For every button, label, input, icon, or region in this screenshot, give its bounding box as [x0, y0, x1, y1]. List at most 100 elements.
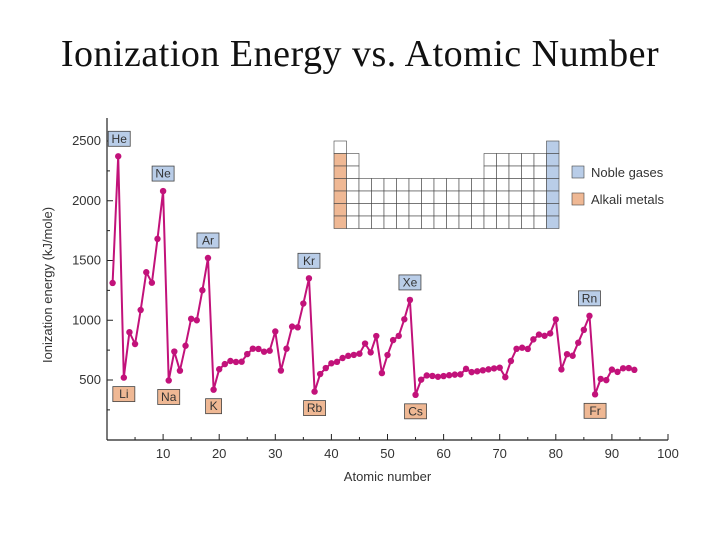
table-cell [371, 178, 385, 192]
data-point [580, 326, 588, 334]
table-cell [483, 215, 497, 229]
data-point [300, 300, 307, 307]
data-point [210, 386, 217, 393]
data-point [569, 352, 576, 359]
data-point [154, 235, 161, 243]
data-point [182, 342, 189, 349]
data-point [148, 279, 156, 286]
y-tick-label: 1500 [72, 253, 101, 268]
table-cell [333, 178, 347, 192]
table-cell [421, 203, 435, 217]
table-cell [446, 215, 460, 229]
data-point [277, 367, 285, 374]
table-cell [496, 165, 510, 179]
label-k: K [205, 398, 222, 415]
data-point [115, 153, 122, 160]
label-text: Na [161, 390, 177, 404]
x-tick-label: 30 [268, 446, 282, 461]
x-tick-label: 60 [436, 446, 450, 461]
data-point [328, 360, 335, 367]
label-box [303, 400, 326, 416]
label-text: Kr [303, 254, 315, 268]
table-cell [533, 165, 547, 179]
table-cell [408, 178, 422, 192]
data-point [238, 358, 245, 365]
x-tick-label: 20 [212, 446, 226, 461]
label-na: Na [157, 389, 181, 405]
element-labels: He Ne Ar Kr Xe Rn Li Na K Rb Cs Fr [107, 130, 607, 420]
data-point [490, 365, 498, 372]
table-cell [546, 140, 560, 154]
data-point [513, 345, 520, 353]
data-point [395, 332, 402, 340]
x-axis-label: Atomic number [344, 469, 432, 484]
data-point [361, 340, 369, 347]
table-cell [446, 178, 460, 192]
data-point [608, 366, 616, 373]
table-cell [346, 165, 360, 179]
data-point [232, 358, 240, 366]
table-cell [358, 178, 372, 192]
data-point [524, 345, 531, 353]
table-cell [483, 153, 497, 167]
data-point [401, 316, 408, 323]
table-cell [371, 215, 385, 229]
table-cell [508, 178, 522, 192]
data-point [468, 368, 475, 376]
table-cell [546, 153, 560, 167]
data-point [204, 254, 212, 262]
table-cell [446, 190, 460, 204]
data-point [535, 331, 543, 338]
table-cell [483, 178, 497, 192]
data-point [131, 340, 139, 348]
data-point [311, 388, 318, 395]
data-point [187, 315, 195, 323]
x-tick-label: 100 [657, 446, 679, 461]
table-cell [483, 165, 497, 179]
table-cell [546, 190, 560, 204]
table-cell [421, 215, 435, 229]
data-point [479, 367, 487, 374]
label-box [157, 389, 181, 405]
y-tick-label: 2000 [72, 193, 101, 208]
data-point [619, 365, 627, 372]
legend-item-noble: Noble gases [571, 165, 664, 180]
data-point [367, 349, 374, 356]
table-cell [446, 203, 460, 217]
data-point [558, 366, 565, 373]
table-cell [346, 215, 360, 229]
data-point [429, 372, 436, 380]
table-cell [421, 190, 435, 204]
table-cell [333, 203, 347, 217]
data-point [485, 366, 492, 373]
x-tick-label: 90 [605, 446, 619, 461]
data-point [373, 332, 380, 340]
table-cell [396, 190, 410, 204]
data-point [216, 366, 223, 373]
data-point [474, 368, 481, 375]
table-cell [496, 203, 510, 217]
table-cell [408, 190, 422, 204]
label-box [151, 165, 175, 182]
label-box [205, 398, 222, 415]
data-point [356, 350, 363, 357]
data-point [541, 332, 548, 339]
table-cell [371, 203, 385, 217]
table-cell [371, 190, 385, 204]
table-cell [533, 203, 547, 217]
data-point [165, 377, 172, 384]
x-tick-label: 70 [492, 446, 506, 461]
table-cell [471, 215, 485, 229]
table-cell [333, 140, 347, 154]
table-cell [521, 215, 535, 229]
legend-swatch [571, 165, 585, 179]
data-point [434, 373, 442, 380]
data-point [603, 376, 610, 384]
label-cs: Cs [404, 403, 427, 420]
data-points [109, 153, 638, 399]
table-cell [383, 190, 397, 204]
table-cell [408, 203, 422, 217]
table-cell [421, 178, 435, 192]
data-point [440, 372, 447, 380]
